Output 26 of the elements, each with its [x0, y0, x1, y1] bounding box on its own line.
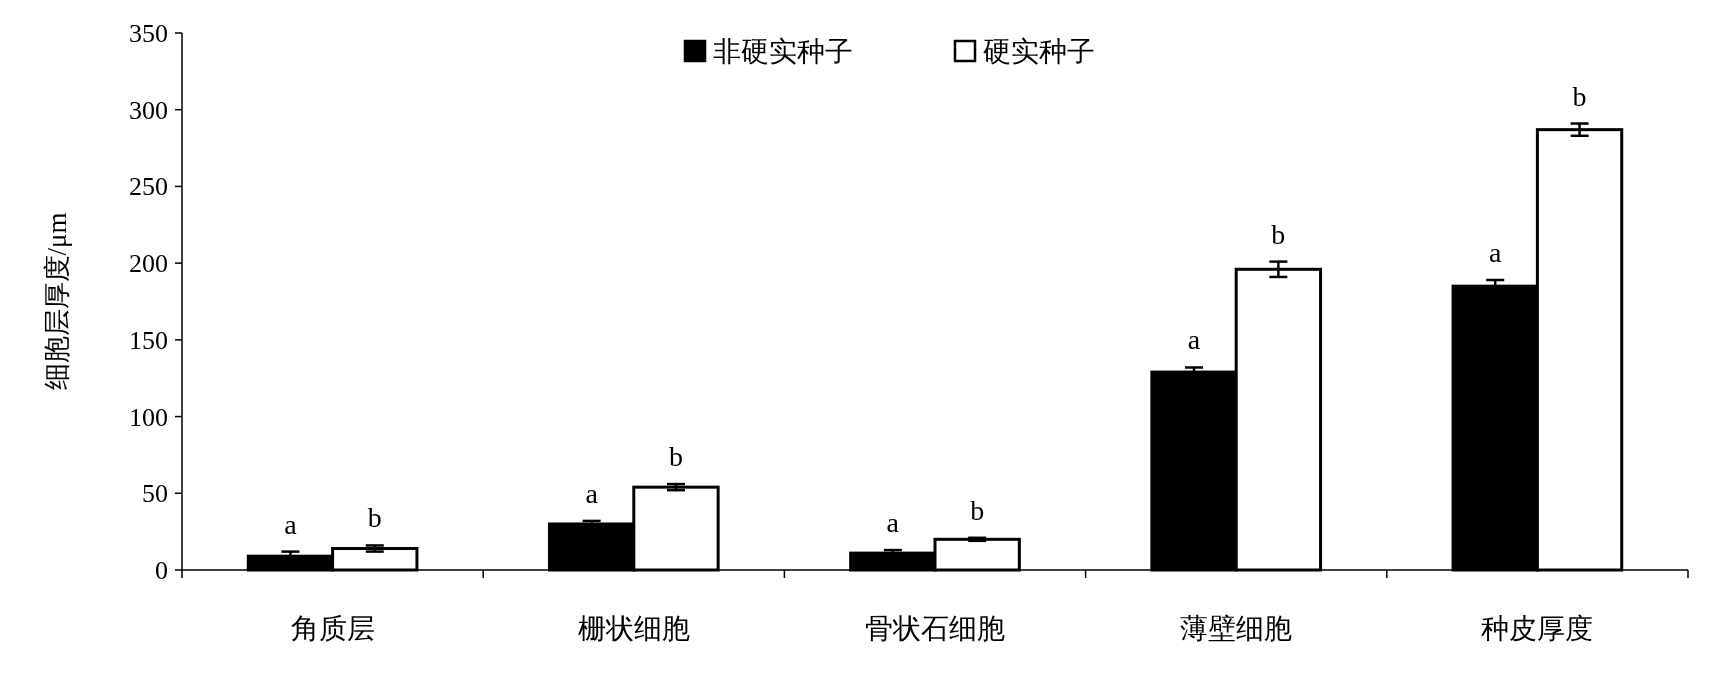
data-label: b: [668, 441, 683, 473]
data-label: a: [1489, 237, 1503, 269]
data-label: b: [1572, 80, 1587, 112]
data-label: b: [1271, 218, 1286, 250]
x-tick-label: 角质层: [290, 613, 375, 644]
data-label: a: [886, 507, 900, 539]
y-tick-label: 250: [129, 172, 168, 202]
legend-label: 非硬实种子: [713, 36, 853, 67]
data-label: b: [970, 494, 985, 526]
y-tick-label: 0: [155, 556, 168, 585]
data-label: b: [367, 502, 382, 534]
data-label: a: [1187, 324, 1201, 356]
x-tick-label: 薄壁细胞: [1180, 613, 1293, 644]
data-label: a: [585, 477, 599, 509]
y-tick-label: 350: [129, 19, 168, 48]
x-tick-label: 骨状石细胞: [865, 613, 1005, 644]
y-tick-label: 150: [129, 325, 168, 355]
y-axis-title: 细胞层厚度/μm: [42, 212, 72, 391]
x-tick-label: 栅状细胞: [577, 613, 690, 644]
y-tick-label: 200: [129, 249, 168, 279]
y-tick-label: 300: [129, 95, 168, 125]
x-tick-label: 种皮厚度: [1481, 613, 1594, 644]
y-tick-label: 50: [142, 479, 168, 509]
legend-label: 硬实种子: [983, 36, 1095, 67]
data-label: a: [284, 508, 298, 540]
y-tick-label: 100: [129, 402, 168, 432]
